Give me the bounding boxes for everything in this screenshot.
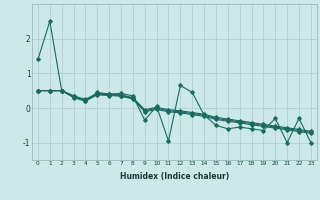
X-axis label: Humidex (Indice chaleur): Humidex (Indice chaleur): [120, 172, 229, 181]
